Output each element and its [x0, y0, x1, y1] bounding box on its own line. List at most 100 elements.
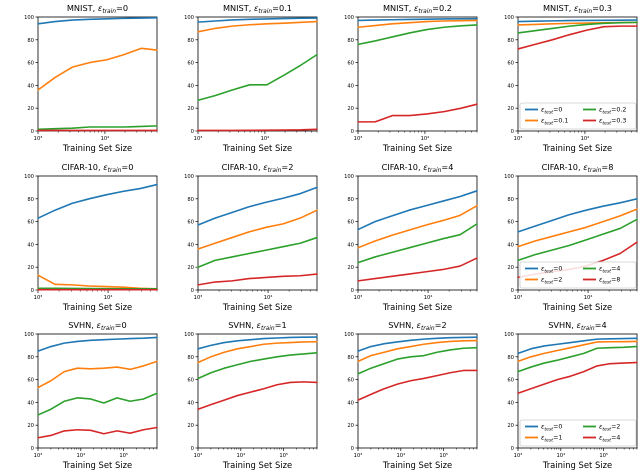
series-line--test-2: [197, 209, 318, 250]
y-tick-label: 60: [347, 378, 354, 384]
subplot-cell-svhn-train-2: SVHN, εtrain=2 0 20 40 60 80 100 10³ 10⁴ 10⁵ Train…: [320, 317, 480, 476]
legend-label: εtest=0.1: [541, 117, 568, 126]
series-line--test-4: [517, 218, 638, 261]
subplot-cell-mnist-train-0: MNIST, εtrain=0 0 20 40 60 80 100 10³ 10⁴ Trainin…: [0, 0, 160, 159]
series-line--test-2: [357, 204, 478, 249]
y-tick-label: 100: [184, 332, 194, 338]
x-tick-label: 10⁴: [264, 295, 273, 301]
plot-frame: [357, 333, 478, 449]
x-tick-label: 10³: [194, 453, 203, 459]
y-tick-label: 20: [347, 106, 354, 112]
plot-frame: [37, 333, 158, 449]
y-tick-label: 60: [187, 61, 194, 67]
series-line--test-4: [197, 236, 318, 268]
y-tick-label: 100: [344, 174, 354, 180]
y-tick-label: 100: [184, 15, 194, 21]
subplot-cell-mnist-train-0_2: MNIST, εtrain=0.2 0 20 40 60 80 100 10³ 10⁴ Train…: [320, 0, 480, 159]
subplot-title: CIFAR-10, εtrain=0: [62, 162, 134, 174]
series-line--test-2: [517, 346, 638, 373]
subplot-canvas: SVHN, εtrain=0 0 20 40 60 80 100 10³ 10⁴ 10⁵Train…: [24, 320, 158, 470]
series-line--test-0.3: [357, 103, 478, 123]
x-axis-label: Training Set Size: [542, 302, 612, 312]
y-tick-label: 40: [347, 83, 354, 89]
series-line--test-1: [517, 340, 638, 363]
y-tick-label: 40: [347, 401, 354, 407]
y-tick-label: 80: [187, 355, 194, 361]
plot-frame: [357, 175, 478, 291]
x-axis-label: Training Set Size: [542, 460, 612, 470]
legend-label: εtest=4: [599, 435, 620, 444]
y-tick-label: 0: [31, 446, 34, 452]
x-tick-label: 10³: [514, 295, 523, 301]
y-tick-label: 40: [507, 83, 514, 89]
y-tick-label: 40: [27, 401, 34, 407]
x-tick-label: 10⁴: [424, 295, 433, 301]
x-axis-label: Training Set Size: [222, 302, 292, 312]
x-tick-label: 10³: [34, 295, 43, 301]
legend-label: εtest=0.3: [599, 117, 626, 126]
legend-box: [519, 102, 637, 130]
y-tick-label: 0: [351, 446, 354, 452]
subplot-canvas: CIFAR-10, εtrain=4 0 20 40 60 80 100 10³ 10⁴Trai…: [344, 162, 478, 312]
subplot-title: SVHN, εtrain=0: [68, 320, 127, 332]
subplot-canvas: CIFAR-10, εtrain=0 0 20 40 60 80 100 10³ 10⁴Trai…: [24, 162, 158, 312]
x-tick-label: 10⁵: [439, 453, 448, 459]
series-line--test-0: [357, 189, 478, 231]
y-tick-label: 20: [27, 265, 34, 271]
y-tick-label: 80: [187, 196, 194, 202]
x-tick-label: 10⁴: [584, 295, 593, 301]
x-tick-label: 10³: [514, 453, 523, 459]
y-tick-label: 60: [507, 219, 514, 225]
y-tick-label: 80: [27, 196, 34, 202]
subplot-cell-cifar-10-train-4: CIFAR-10, εtrain=4 0 20 40 60 80 100 10³ 10⁴ Trai…: [320, 159, 480, 318]
y-tick-label: 100: [24, 15, 34, 21]
y-tick-label: 80: [187, 38, 194, 44]
x-tick-label: 10⁵: [279, 453, 288, 459]
plot-frame: [37, 175, 158, 291]
y-tick-label: 20: [507, 106, 514, 112]
y-tick-label: 0: [191, 446, 194, 452]
series-line--test-0: [37, 183, 158, 219]
legend-box: [519, 419, 637, 447]
plot-frame: [197, 16, 318, 132]
y-tick-label: 60: [27, 219, 34, 225]
legend-label: εtest=1: [541, 435, 562, 444]
subplot-title: CIFAR-10, εtrain=8: [542, 162, 614, 174]
series-line--test-0.2: [197, 53, 318, 102]
series-line--test-0.1: [197, 20, 318, 33]
y-tick-label: 80: [507, 38, 514, 44]
series-line--test-0.2: [517, 21, 638, 34]
subplot-title: SVHN, εtrain=4: [548, 320, 607, 332]
x-tick-label: 10⁴: [421, 136, 430, 142]
y-tick-label: 80: [347, 38, 354, 44]
subplot-cell-svhn-train-0: SVHN, εtrain=0 0 20 40 60 80 100 10³ 10⁴ 10⁵ Train…: [0, 317, 160, 476]
y-tick-label: 80: [507, 355, 514, 361]
x-tick-label: 10⁵: [599, 453, 608, 459]
subplot-canvas: MNIST, εtrain=0.2 0 20 40 60 80 100 10³ 10⁴Train…: [344, 3, 478, 153]
subplot-title: MNIST, εtrain=0.1: [223, 3, 292, 15]
series-line--test-1: [197, 341, 318, 364]
y-tick-label: 40: [27, 83, 34, 89]
legend-label: εtest=0: [541, 106, 562, 115]
subplot-title: MNIST, εtrain=0: [67, 3, 128, 15]
series-line--test-0: [517, 337, 638, 355]
legend-label: εtest=0: [541, 424, 562, 433]
series-line--test-0.2: [37, 125, 158, 131]
y-tick-label: 20: [27, 424, 34, 430]
y-tick-label: 40: [507, 401, 514, 407]
y-tick-label: 60: [27, 378, 34, 384]
y-tick-label: 20: [347, 424, 354, 430]
y-tick-label: 40: [187, 83, 194, 89]
x-tick-label: 10⁴: [581, 136, 590, 142]
series-line--test-0.3: [197, 128, 318, 132]
x-tick-label: 10³: [514, 136, 523, 142]
subplot-canvas: MNIST, εtrain=0.3 0 20 40 60 80 100 10³ 10⁴Train…: [504, 3, 638, 153]
subplot-title: CIFAR-10, εtrain=2: [222, 162, 294, 174]
series-line--test-0: [197, 336, 318, 350]
x-tick-label: 10⁴: [556, 453, 565, 459]
legend-label: εtest=2: [599, 424, 620, 433]
series-line--test-0: [517, 197, 638, 233]
series-line--test-0.1: [357, 19, 478, 29]
plot-frame: [517, 175, 638, 291]
